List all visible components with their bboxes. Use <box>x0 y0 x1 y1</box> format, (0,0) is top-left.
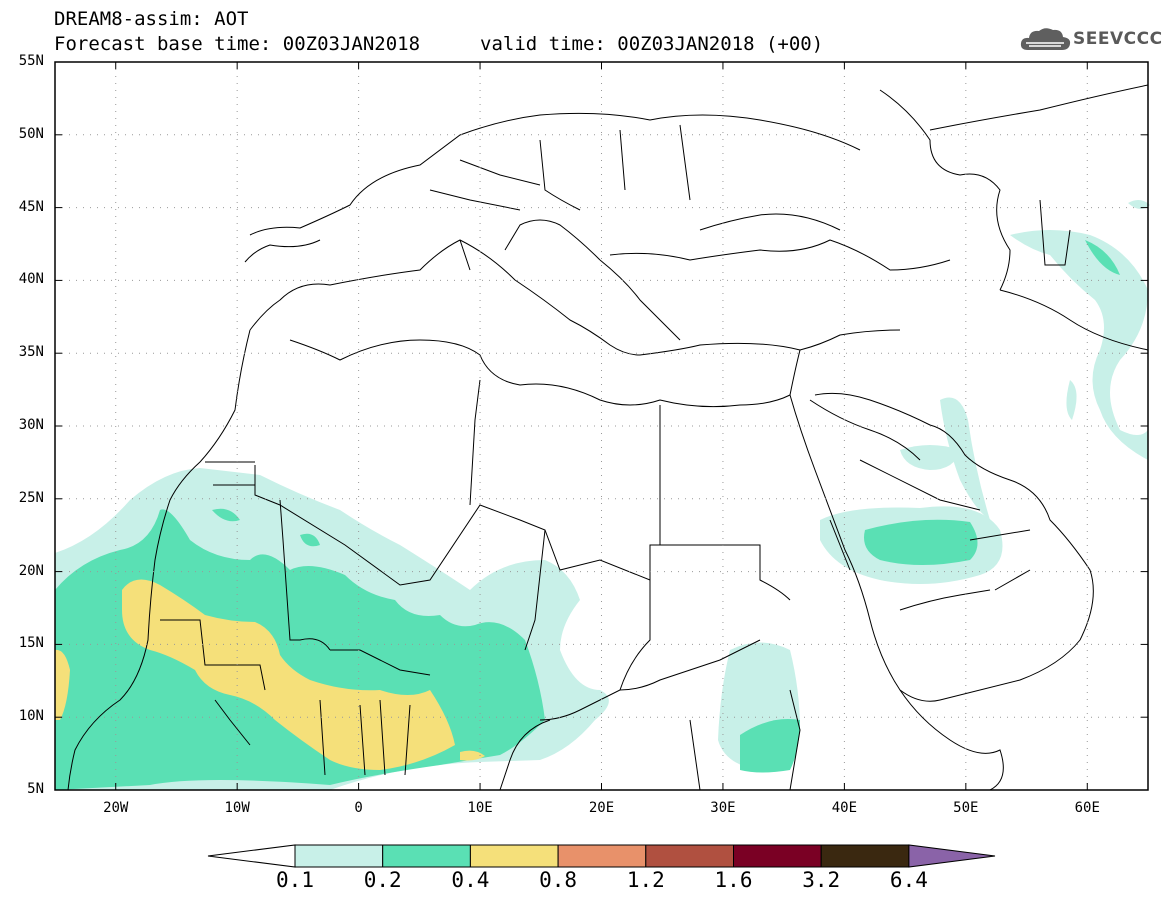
colorbar-swatch <box>645 844 734 868</box>
lon-label: 60E <box>1074 800 1100 816</box>
lon-label: 20W <box>103 800 129 816</box>
colorbar-label: 1.6 <box>714 868 753 892</box>
aot-0.4-layer <box>55 579 485 770</box>
valid-time: valid time: 00Z03JAN2018 (+00) <box>480 33 824 55</box>
lon-label: 30E <box>710 800 736 816</box>
lon-label: 10E <box>467 800 493 816</box>
lat-label: 35N <box>18 344 44 361</box>
lat-label: 10N <box>18 708 44 725</box>
lat-label: 45N <box>18 198 44 215</box>
colorbar-over-triangle <box>908 844 996 868</box>
lat-label: 30N <box>18 417 44 433</box>
colorbar-label: 0.1 <box>276 868 314 892</box>
lon-label: 10W <box>224 800 250 816</box>
colorbar-label: 6.4 <box>889 868 928 892</box>
colorbar-swatch <box>294 844 384 868</box>
colorbar-swatch <box>469 844 559 868</box>
colorbar-label: 0.8 <box>539 868 578 892</box>
coastlines-borders <box>67 84 1149 791</box>
lon-label: 50E <box>953 800 979 816</box>
logo-text: SEEVCCC <box>1073 29 1163 49</box>
colorbar-swatch <box>382 844 471 868</box>
map-title: DREAM8-assim: AOT <box>54 8 249 30</box>
colorbar-swatch <box>557 844 647 868</box>
lon-label: 20E <box>588 800 615 816</box>
lat-label: 15N <box>18 635 44 652</box>
gridlines <box>55 62 1148 790</box>
colorbar-label: 0.2 <box>363 868 402 892</box>
lat-label: 20N <box>18 562 44 579</box>
seevccc-logo: SEEVCCC <box>1020 26 1163 54</box>
forecast-base-time: Forecast base time: 00Z03JAN2018 <box>54 33 421 55</box>
lat-label: 40N <box>18 271 44 288</box>
colorbar-swatch <box>733 844 822 868</box>
lat-label: 5N <box>27 781 44 797</box>
colorbar-swatch <box>820 844 910 868</box>
colorbar-label: 1.2 <box>626 868 665 892</box>
lon-label: 40E <box>831 800 858 816</box>
colorbar <box>207 844 996 868</box>
colorbar-label: 3.2 <box>802 868 841 892</box>
lat-label: 25N <box>18 489 44 506</box>
lat-label: 55N <box>18 53 44 69</box>
axis-ticks <box>55 61 1148 791</box>
colorbar-under-triangle <box>207 844 296 868</box>
lat-label: 50N <box>18 125 44 142</box>
lon-label: 0 <box>354 800 363 816</box>
colorbar-label: 0.4 <box>451 868 490 892</box>
cloud-icon <box>1020 28 1071 50</box>
